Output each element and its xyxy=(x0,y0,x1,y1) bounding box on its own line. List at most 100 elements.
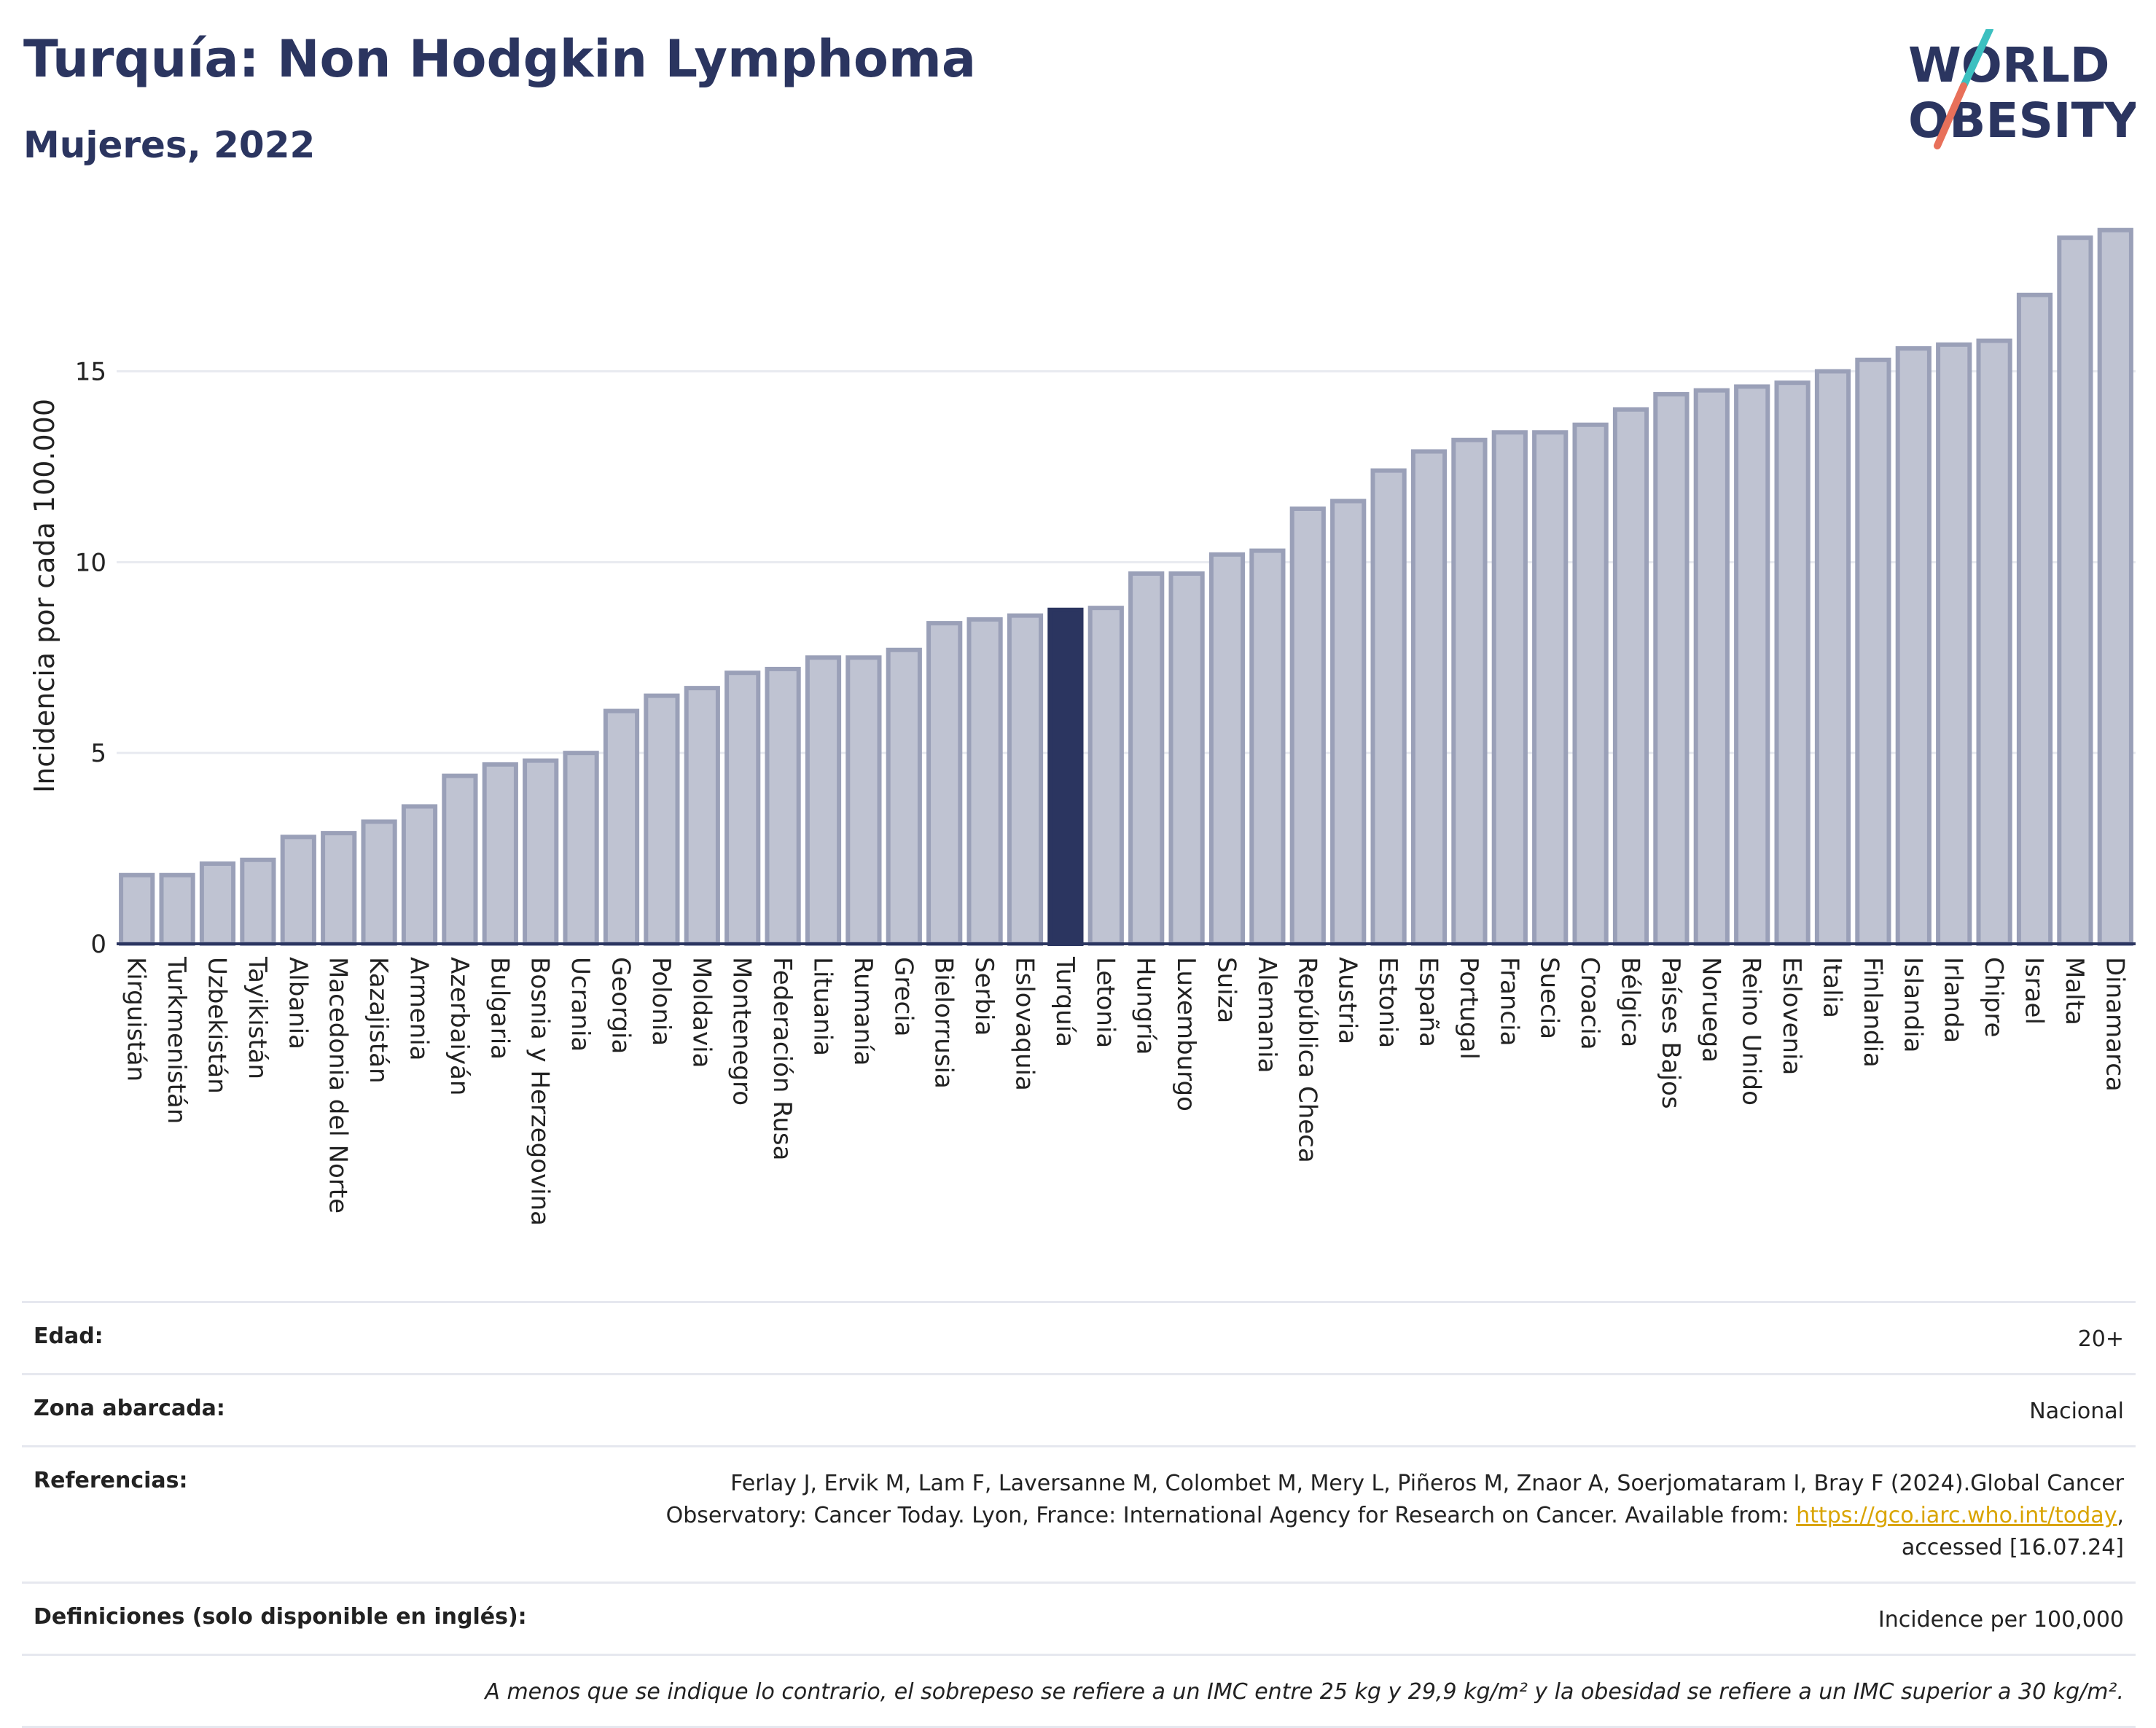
bar-austria xyxy=(1330,499,1367,946)
bar-estonia xyxy=(1370,468,1407,946)
bar-noruega xyxy=(1693,388,1730,946)
bar-uzbekistán xyxy=(199,861,236,947)
age-label: Edad: xyxy=(34,1324,103,1349)
bar-francia xyxy=(1491,430,1528,946)
x-tick-label: Bulgaria xyxy=(485,957,514,1060)
bar-bélgica xyxy=(1612,407,1649,946)
x-tick-label: Francia xyxy=(1494,957,1523,1046)
info-table: Edad: 20+ Zona abarcada: Nacional Refere… xyxy=(22,1301,2136,1728)
x-tick-label: Eslovaquia xyxy=(1010,957,1039,1091)
definitions-label: Definiciones (solo disponible en inglés)… xyxy=(34,1604,527,1630)
logo-slash-teal xyxy=(1960,29,1993,90)
bar-montenegro xyxy=(724,671,761,946)
bar-letonia xyxy=(1087,606,1124,946)
chart-subtitle: Mujeres, 2022 xyxy=(23,124,316,166)
bars xyxy=(119,227,2133,947)
x-tick-label: Israel xyxy=(2020,957,2049,1025)
x-tick-label: Suecia xyxy=(1535,957,1564,1039)
bar-hungría xyxy=(1128,571,1165,946)
references-line-2: Observatory: Cancer Today. Lyon, France:… xyxy=(665,1503,1797,1528)
bar-irlanda xyxy=(1936,342,1972,946)
info-row-note: A menos que se indique lo contrario, el … xyxy=(22,1654,2136,1728)
y-axis-label: Incidencia por cada 100.000 xyxy=(28,399,60,793)
x-tick-label: Tayikistán xyxy=(243,956,272,1079)
bar-lituania xyxy=(805,655,842,946)
x-tick-label: Turkmenistán xyxy=(162,956,191,1124)
bar-polonia xyxy=(644,693,680,947)
x-tick-label: Azerbaiyán xyxy=(445,957,474,1095)
area-label: Zona abarcada: xyxy=(34,1396,225,1421)
x-tick-label: Croacia xyxy=(1575,957,1604,1050)
x-tick-label: Alemania xyxy=(1252,957,1281,1073)
bar-azerbaiyán xyxy=(442,773,478,947)
x-tick-label: Macedonia del Norte xyxy=(324,957,353,1213)
bar-finlandia xyxy=(1855,357,1891,946)
y-axis-ticks: 0 5 10 15 xyxy=(75,357,106,959)
x-tick-label: Bélgica xyxy=(1616,957,1645,1047)
world-obesity-logo: WORLD OBESITY xyxy=(1908,29,2136,149)
note-text: A menos que se indique lo contrario, el … xyxy=(485,1679,2124,1705)
x-tick-label: Chipre xyxy=(1979,957,2008,1037)
x-tick-label: Montenegro xyxy=(727,957,757,1106)
x-tick-label: Dinamarca xyxy=(2100,957,2129,1092)
bar-turquía xyxy=(1047,607,1084,946)
x-tick-label: Italia xyxy=(1818,957,1847,1018)
x-tick-label: Georgia xyxy=(606,957,636,1054)
x-tick-label: Malta xyxy=(2060,957,2089,1025)
bar-macedonia-del-norte xyxy=(321,831,357,947)
x-tick-label: Luxemburgo xyxy=(1171,957,1200,1111)
x-tick-label: Ucrania xyxy=(566,957,595,1052)
bar-españa xyxy=(1410,449,1448,946)
x-tick-label: Kazajistán xyxy=(364,957,393,1084)
bar-georgia xyxy=(603,708,640,946)
x-tick-label: Moldavia xyxy=(687,957,716,1068)
info-row-references: Referencias: Ferlay J, Ervik M, Lam F, L… xyxy=(22,1445,2136,1582)
bar-albania xyxy=(280,834,316,946)
y-tick-label: 0 xyxy=(90,930,106,959)
definitions-value: Incidence per 100,000 xyxy=(1878,1607,2124,1633)
x-tick-label: Estonia xyxy=(1373,957,1402,1048)
bar-grecia xyxy=(886,647,922,947)
x-tick-label: Irlanda xyxy=(1939,957,1968,1043)
references-line-3: accessed [16.07.24] xyxy=(1901,1535,2124,1560)
y-tick-label: 5 xyxy=(90,739,106,768)
x-tick-label: Serbia xyxy=(969,957,999,1036)
x-tick-label: Armenia xyxy=(405,957,434,1061)
x-tick-label: Polonia xyxy=(647,957,676,1046)
bar-islandia xyxy=(1895,346,1932,947)
x-tick-label: España xyxy=(1414,957,1443,1047)
y-tick-label: 15 xyxy=(75,357,106,386)
bar-chart: 0 5 10 15 Kirguistán Turkmenistán Uzbekistán T… xyxy=(28,227,2136,1226)
bar-alemania xyxy=(1249,548,1286,946)
x-tick-label: Portugal xyxy=(1454,957,1483,1060)
logo-text-world: WORLD xyxy=(1908,37,2110,93)
y-tick-label: 10 xyxy=(75,548,106,577)
references-link[interactable]: https://gco.iarc.who.int/today xyxy=(1796,1503,2117,1528)
bar-dinamarca xyxy=(2097,227,2133,947)
bar-serbia xyxy=(966,617,1003,946)
bar-países-bajos xyxy=(1653,391,1690,946)
bar-malta xyxy=(2057,235,2093,946)
references-line-1: Ferlay J, Ervik M, Lam F, Laversanne M, … xyxy=(730,1471,2124,1496)
bar-chipre xyxy=(1976,338,2012,947)
logo-slash-coral xyxy=(1934,82,1967,149)
bar-suiza xyxy=(1208,552,1246,946)
bar-suecia xyxy=(1532,430,1569,946)
bar-eslovaquia xyxy=(1007,613,1044,946)
x-axis-ticks: Kirguistán Turkmenistán Uzbekistán Tayikist… xyxy=(122,956,2130,1226)
info-row-definitions: Definiciones (solo disponible en inglés)… xyxy=(22,1582,2136,1654)
bar-tayikistán xyxy=(240,857,276,946)
x-tick-label: Federación Rusa xyxy=(768,957,797,1160)
x-tick-label: Albania xyxy=(283,957,312,1049)
x-tick-label: Kirguistán xyxy=(122,957,151,1082)
chart-title: Turquía: Non Hodgkin Lymphoma xyxy=(23,29,977,89)
info-row-area: Zona abarcada: Nacional xyxy=(22,1373,2136,1445)
bar-kazajistán xyxy=(361,819,397,946)
bar-israel xyxy=(2016,292,2053,947)
references-label: Referencias: xyxy=(34,1468,188,1493)
bar-italia xyxy=(1814,369,1851,946)
x-tick-label: Rumanía xyxy=(848,957,878,1066)
x-tick-label: Reino Unido xyxy=(1737,957,1766,1106)
x-tick-label: Austria xyxy=(1333,957,1362,1044)
bar-bulgaria xyxy=(482,762,518,946)
